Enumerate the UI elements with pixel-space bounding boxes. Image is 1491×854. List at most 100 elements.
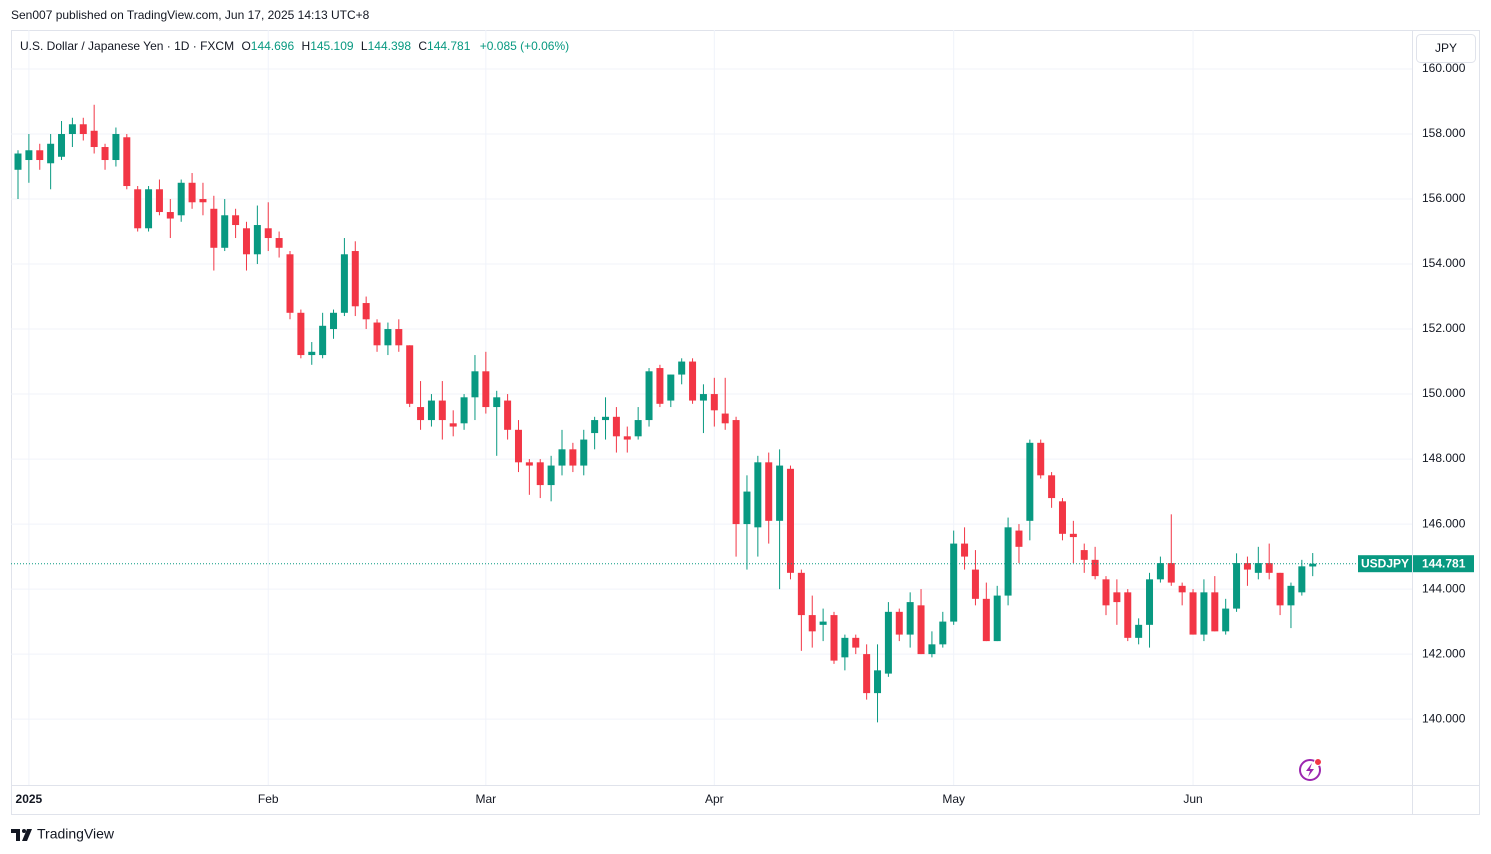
candle-body [634, 420, 642, 437]
y-tick-label: 154.000 [1422, 256, 1466, 270]
x-tick-label: 2025 [16, 792, 43, 806]
candle-body [1037, 442, 1045, 476]
candle-body [656, 368, 664, 404]
candle-body [1287, 585, 1295, 606]
y-tick-label: 152.000 [1422, 321, 1466, 335]
candle-body [1146, 579, 1154, 625]
candle-body [275, 238, 283, 248]
axes: 140.000 142.000 144.000 146.000 148.000 150.0… [16, 61, 1466, 806]
candle-body [199, 199, 207, 203]
candle-body [134, 189, 142, 229]
candle-body [1233, 563, 1241, 609]
candle-body [308, 351, 316, 356]
candle-body [1298, 566, 1306, 593]
candle-body [1222, 608, 1230, 632]
candle-body [1091, 559, 1099, 577]
currency-label: JPY [1435, 41, 1457, 55]
high-value: 145.109 [310, 39, 354, 53]
candle-body [1189, 592, 1197, 635]
candle-body [525, 462, 533, 466]
close-label: C [418, 39, 427, 53]
candle-body [47, 143, 55, 164]
candle-body [221, 215, 229, 248]
price-tag [1413, 555, 1474, 573]
candle-body [732, 420, 740, 525]
candle-body [90, 130, 98, 148]
legend: U.S. Dollar / Japanese Yen · 1D · FXCM O… [20, 39, 569, 53]
last-price-tag: USDJPY 144.781 [11, 555, 1474, 573]
x-tick-label: Jun [1183, 792, 1202, 806]
published-line: Sen007 published on TradingView.com, Jun… [11, 8, 370, 22]
symbol-tag-label: USDJPY [1361, 556, 1409, 570]
candle-body [68, 124, 76, 135]
candle-body [417, 407, 425, 421]
candle-body [1004, 527, 1012, 596]
candle-body [689, 361, 697, 401]
candle-body [449, 423, 457, 427]
x-tick-label: Mar [476, 792, 497, 806]
candle-body [319, 325, 327, 356]
candle-body [645, 371, 653, 421]
candle-body [427, 400, 435, 421]
candle-body [982, 598, 990, 642]
candle-body [362, 303, 370, 320]
close-value: 144.781 [427, 39, 471, 53]
candle-body [874, 670, 882, 694]
candle-body [743, 491, 751, 525]
candle-body [612, 416, 620, 437]
candle-body [667, 374, 675, 401]
candle-body [906, 602, 914, 635]
candle-body [1026, 442, 1034, 521]
candle-body [253, 225, 261, 255]
x-tick-label: May [942, 792, 965, 806]
candle-body [286, 254, 294, 313]
y-tick-label: 150.000 [1422, 386, 1466, 400]
candle-body [928, 644, 936, 655]
candle-body [242, 228, 250, 255]
candle-body [852, 637, 860, 648]
candle-body [1048, 475, 1056, 499]
price-tag-label: 144.781 [1422, 556, 1466, 570]
candle-body [177, 182, 185, 216]
candle-body [699, 394, 707, 401]
candle-body [1178, 585, 1186, 593]
candle-body [166, 212, 174, 219]
candle-body [36, 150, 44, 161]
candle-body [961, 543, 969, 557]
candle-body [406, 345, 414, 404]
candle-body [145, 189, 153, 229]
candle-body [514, 429, 522, 463]
candle-body [895, 611, 903, 635]
candle-body [1309, 563, 1317, 567]
candle-body [1156, 563, 1164, 580]
x-tick-label: Feb [258, 792, 279, 806]
candle-body [1167, 563, 1175, 583]
brand-name: TradingView [37, 826, 115, 842]
candle-body [1058, 501, 1066, 534]
symbol-title: U.S. Dollar / Japanese Yen · 1D · FXCM [20, 39, 234, 53]
low-value: 144.398 [368, 39, 412, 53]
currency-button[interactable] [1416, 34, 1476, 63]
candle-body [1113, 592, 1121, 603]
candle-body [482, 371, 490, 408]
x-tick-label: Apr [705, 792, 724, 806]
high-label: H [302, 39, 311, 53]
candle-body [340, 254, 348, 313]
candle-body [830, 615, 838, 661]
y-tick-label: 146.000 [1422, 516, 1466, 530]
candle-body [460, 397, 468, 424]
candle-body [602, 416, 610, 421]
candle-body [1124, 592, 1132, 638]
candle-body [569, 449, 577, 466]
brand-logo [11, 829, 32, 841]
candles [14, 104, 1317, 723]
candle-body [971, 569, 979, 599]
candle-body [1080, 550, 1088, 560]
y-tick-label: 144.000 [1422, 581, 1466, 595]
candle-body [1254, 563, 1262, 573]
candle-body [558, 449, 566, 466]
open-label: O [241, 39, 250, 53]
candle-body [112, 134, 120, 161]
candle-body [841, 637, 849, 658]
